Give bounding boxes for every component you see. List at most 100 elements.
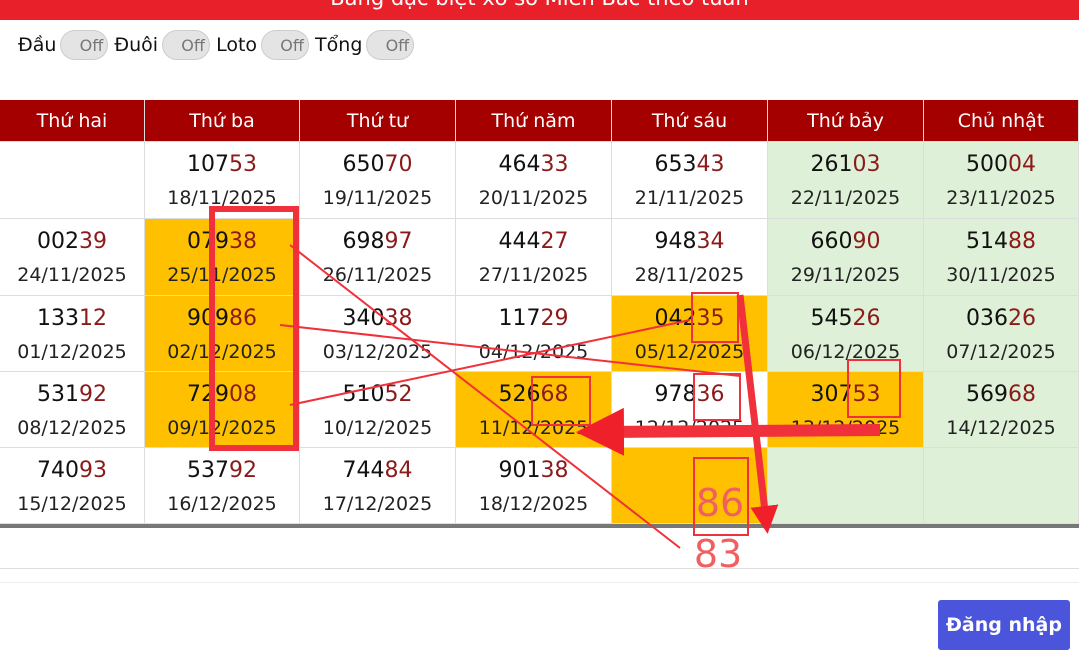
number-head: 079 xyxy=(187,229,229,254)
number-head: 537 xyxy=(187,458,229,483)
number-head: 036 xyxy=(966,306,1008,331)
result-number: 53792 xyxy=(145,458,299,483)
number-tail: 38 xyxy=(229,229,257,254)
number-head: 500 xyxy=(966,152,1008,177)
number-tail: 43 xyxy=(696,152,725,177)
result-number: 46433 xyxy=(456,152,611,177)
annotation-text: 83 xyxy=(694,532,742,576)
number-tail: 68 xyxy=(1008,382,1036,407)
toggle-switch[interactable]: Off xyxy=(60,30,109,60)
number-tail: 33 xyxy=(540,152,569,177)
login-button[interactable]: Đăng nhập xyxy=(938,600,1070,650)
draw-date: 17/12/2025 xyxy=(322,493,433,515)
number-tail: 39 xyxy=(79,229,107,254)
number-tail: 97 xyxy=(384,229,413,254)
day-cell: 03626 07/12/2025 xyxy=(924,296,1079,372)
result-number: 74093 xyxy=(0,458,144,483)
day-cell: 74093 15/12/2025 xyxy=(0,448,145,524)
draw-date: 28/11/2025 xyxy=(634,264,745,286)
number-tail: 70 xyxy=(384,152,413,177)
toggle-switch[interactable]: Off xyxy=(162,30,211,60)
draw-date: 18/11/2025 xyxy=(167,187,277,209)
column-header: Thứ ba xyxy=(145,100,300,142)
result-number: 50004 xyxy=(924,152,1078,177)
number-tail: 12 xyxy=(79,306,107,331)
draw-date: 14/12/2025 xyxy=(946,417,1056,439)
result-number: 90138 xyxy=(456,458,611,483)
result-number: 65070 xyxy=(300,152,455,177)
day-cell: 07938 25/11/2025 xyxy=(145,219,300,296)
draw-date: 20/11/2025 xyxy=(478,187,589,209)
draw-date: 09/12/2025 xyxy=(167,417,277,439)
number-tail: 38 xyxy=(384,306,413,331)
draw-date: 06/12/2025 xyxy=(790,341,901,363)
result-number: 44427 xyxy=(456,229,611,254)
day-cell xyxy=(0,142,145,219)
number-tail: 03 xyxy=(852,152,881,177)
number-head: 569 xyxy=(966,382,1008,407)
table-border xyxy=(0,524,1079,528)
annotation-shapes xyxy=(209,206,901,549)
day-cell: 69897 26/11/2025 xyxy=(300,219,456,296)
result-number: 94834 xyxy=(612,229,767,254)
day-cell: 90986 02/12/2025 xyxy=(145,296,300,372)
draw-date: 18/12/2025 xyxy=(478,493,589,515)
draw-date: 02/12/2025 xyxy=(167,341,277,363)
number-tail: 53 xyxy=(229,152,257,177)
number-tail: 86 xyxy=(229,306,257,331)
number-head: 740 xyxy=(37,458,79,483)
draw-date: 21/11/2025 xyxy=(634,187,745,209)
number-head: 901 xyxy=(498,458,541,483)
number-head: 531 xyxy=(37,382,79,407)
number-tail: 26 xyxy=(1008,306,1036,331)
toggle-row: Đầu Off Đuôi Off Loto Off Tổng Off xyxy=(18,30,420,60)
toggle-switch[interactable]: Off xyxy=(366,30,415,60)
number-head: 909 xyxy=(187,306,229,331)
draw-date: 22/11/2025 xyxy=(790,187,901,209)
day-cell: 51052 10/12/2025 xyxy=(300,372,456,448)
day-cell: 66090 29/11/2025 xyxy=(768,219,924,296)
day-cell: 65343 21/11/2025 xyxy=(612,142,768,219)
result-number: 00239 xyxy=(0,229,144,254)
day-cell: 56968 14/12/2025 xyxy=(924,372,1079,448)
draw-date: 24/11/2025 xyxy=(17,264,127,286)
number-head: 698 xyxy=(342,229,385,254)
draw-date: 03/12/2025 xyxy=(322,341,433,363)
result-number: 13312 xyxy=(0,306,144,331)
result-number: 30753 xyxy=(768,382,923,407)
number-head: 948 xyxy=(654,229,697,254)
number-head: 729 xyxy=(187,382,229,407)
annotation-text: 86 xyxy=(696,481,744,525)
number-head: 545 xyxy=(810,306,853,331)
toggle-switch[interactable]: Off xyxy=(261,30,310,60)
number-head: 744 xyxy=(342,458,385,483)
result-number: 51052 xyxy=(300,382,455,407)
number-tail: 04 xyxy=(1008,152,1036,177)
number-tail: 08 xyxy=(229,382,257,407)
result-number: 03626 xyxy=(924,306,1078,331)
number-tail: 38 xyxy=(540,458,569,483)
draw-date: 30/11/2025 xyxy=(946,264,1056,286)
number-head: 340 xyxy=(342,306,385,331)
column-header: Chủ nhật xyxy=(924,100,1079,142)
number-head: 978 xyxy=(654,382,697,407)
toggle-label: Loto xyxy=(216,34,258,56)
column-header: Thứ bảy xyxy=(768,100,924,142)
draw-date: 07/12/2025 xyxy=(946,341,1056,363)
number-tail: 27 xyxy=(540,229,569,254)
day-cell: 00239 24/11/2025 xyxy=(0,219,145,296)
number-head: 464 xyxy=(498,152,541,177)
result-number: 90986 xyxy=(145,306,299,331)
number-head: 526 xyxy=(498,382,541,407)
number-head: 117 xyxy=(498,306,541,331)
day-cell xyxy=(768,448,924,524)
number-tail: 68 xyxy=(540,382,569,407)
day-cell xyxy=(612,448,768,524)
toggle-label: Tổng xyxy=(315,34,363,56)
result-number: 52668 xyxy=(456,382,611,407)
number-head: 650 xyxy=(342,152,385,177)
draw-date: 26/11/2025 xyxy=(322,264,433,286)
draw-date: 25/11/2025 xyxy=(167,264,277,286)
day-cell: 94834 28/11/2025 xyxy=(612,219,768,296)
result-number: 07938 xyxy=(145,229,299,254)
